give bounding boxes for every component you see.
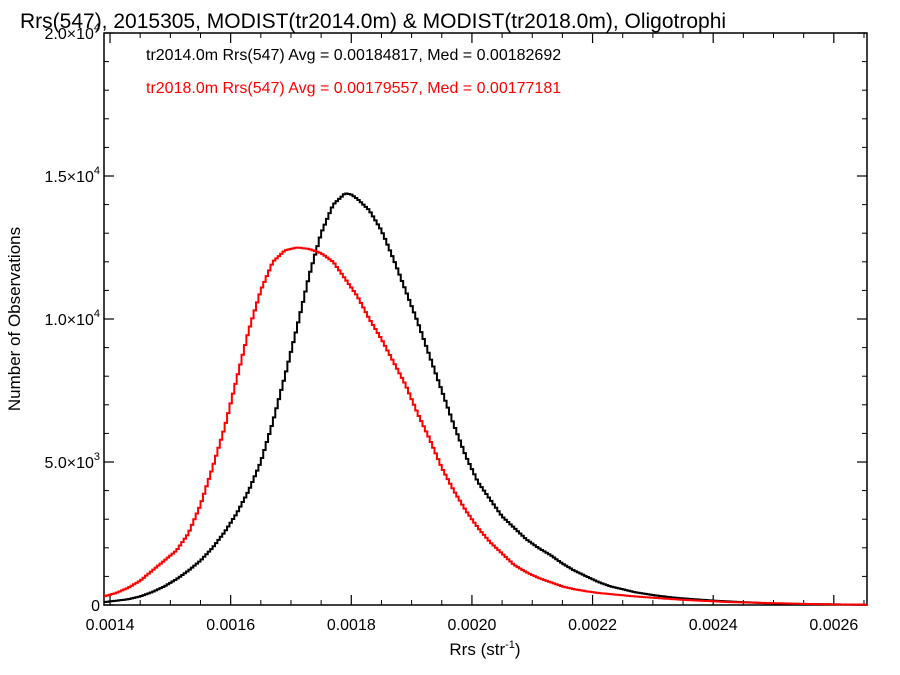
x-tick-label: 0.0026 <box>809 617 858 634</box>
x-tick-label: 0.0020 <box>447 617 496 634</box>
y-axis-label: Number of Observations <box>5 227 24 411</box>
x-axis-label: Rrs (str-1) <box>449 639 520 659</box>
series-group <box>104 192 868 606</box>
series-line-0 <box>104 192 868 606</box>
x-tick-label: 0.0024 <box>689 617 738 634</box>
y-tick-label: 5.0×103 <box>44 451 100 472</box>
y-tick-label: 1.0×104 <box>44 308 100 329</box>
annotation-tr2014: tr2014.0m Rrs(547) Avg = 0.00184817, Med… <box>146 47 561 64</box>
x-tick-label: 0.0016 <box>206 617 255 634</box>
x-tick-label: 0.0022 <box>568 617 617 634</box>
annotation-tr2018: tr2018.0m Rrs(547) Avg = 0.00179557, Med… <box>146 80 561 97</box>
x-axis: 0.0014 0.0016 0.0018 0.0020 0.0022 0.0024 0.00… <box>86 33 865 634</box>
y-tick-label: 0 <box>91 598 100 615</box>
chart-title: Rrs(547), 2015305, MODIST(tr2014.0m) & M… <box>20 10 726 33</box>
plot-frame <box>103 32 868 606</box>
x-tick-label: 0.0018 <box>327 617 376 634</box>
y-axis: 0 5.0×103 1.0×104 1.5×104 2.0×104 <box>44 22 867 615</box>
y-tick-label: 1.5×104 <box>44 165 100 186</box>
y-tick-label: 2.0×104 <box>44 22 100 43</box>
series-line-1 <box>104 246 868 606</box>
x-tick-label: 0.0014 <box>86 617 135 634</box>
